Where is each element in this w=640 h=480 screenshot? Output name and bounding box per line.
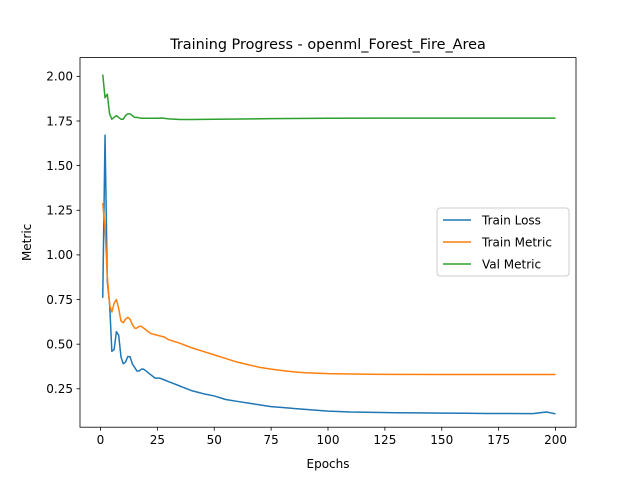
x-tick-label: 125 — [373, 433, 396, 447]
y-axis-ticks: 0.25 0.50 0.75 1.00 1.25 1.50 1.75 2.00 — [46, 70, 80, 396]
series-line-train-metric — [102, 203, 556, 376]
x-axis-ticks: 0 25 50 75 100 125 150 175 200 — [97, 427, 567, 447]
y-tick-label: 1.00 — [46, 248, 73, 262]
x-tick-label: 100 — [317, 433, 340, 447]
x-tick-label: 25 — [150, 433, 165, 447]
chart-legend: Train Loss Train Metric Val Metric — [436, 207, 570, 277]
series-line-train-loss — [102, 134, 556, 415]
x-tick-label: 0 — [97, 433, 105, 447]
legend-label-val-metric: Val Metric — [482, 258, 541, 272]
y-tick-label: 0.75 — [46, 293, 73, 307]
y-tick-label: 0.50 — [46, 337, 73, 351]
y-axis-label: Metric — [20, 224, 34, 261]
x-tick-label: 200 — [544, 433, 567, 447]
x-axis-label: Epochs — [307, 457, 350, 471]
x-tick-label: 150 — [430, 433, 453, 447]
y-tick-label: 1.50 — [46, 159, 73, 173]
legend-label-train-loss: Train Loss — [481, 214, 541, 228]
series-layer — [102, 74, 556, 415]
y-tick-label: 2.00 — [46, 70, 73, 84]
x-tick-label: 50 — [207, 433, 222, 447]
y-tick-label: 1.25 — [46, 204, 73, 218]
y-tick-label: 1.75 — [46, 114, 73, 128]
x-tick-label: 175 — [487, 433, 510, 447]
legend-label-train-metric: Train Metric — [481, 236, 552, 250]
x-tick-label: 75 — [263, 433, 278, 447]
chart-title: Training Progress - openml_Forest_Fire_A… — [169, 37, 486, 53]
legend-box — [436, 207, 570, 277]
y-tick-label: 0.25 — [46, 382, 73, 396]
series-line-val-metric — [102, 74, 556, 121]
